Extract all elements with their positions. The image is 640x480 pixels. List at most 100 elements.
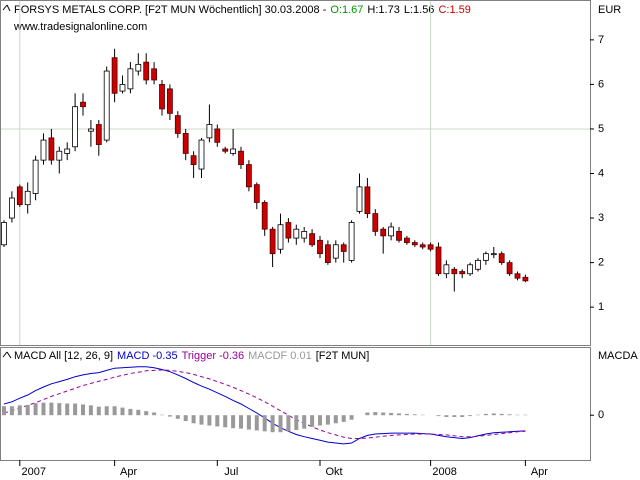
y-tick-label: 7 (598, 34, 604, 46)
candle-body (143, 61, 150, 81)
histogram-bar (33, 403, 38, 416)
candle-body (56, 150, 63, 161)
macd-panel (0, 347, 591, 461)
histogram-bar (262, 415, 267, 432)
legend-entry: MACD -0.35 (117, 350, 178, 362)
candle-body (48, 137, 55, 161)
candle-body (190, 155, 197, 165)
histogram-bar (136, 409, 141, 416)
candle-body (8, 197, 15, 219)
candle-body (151, 68, 158, 81)
candle-body (88, 128, 94, 132)
candle-body (269, 228, 276, 255)
histogram-bar (254, 415, 259, 431)
candle-body (159, 84, 165, 110)
histogram-bar (73, 403, 78, 416)
candle-body (506, 262, 513, 275)
candle-body (419, 244, 426, 248)
histogram-bar (246, 415, 251, 430)
legend-entry: MACDF 0.01 (248, 350, 312, 362)
histogram-bar (96, 406, 101, 416)
histogram-bar (57, 403, 62, 416)
candle-body (174, 115, 181, 134)
histogram-bar (144, 411, 149, 416)
candle-body (64, 148, 71, 154)
histogram-bar (239, 415, 243, 429)
candle-body (427, 244, 434, 250)
candle-body (490, 253, 497, 256)
candle-body (340, 244, 347, 252)
candle-body (245, 164, 252, 188)
candle-body (380, 228, 387, 237)
candle-body (475, 259, 481, 270)
macd-title: MACD All [12, 26, 9] (14, 350, 113, 362)
histogram-bar (499, 413, 504, 416)
histogram-bar (412, 414, 417, 416)
candle-body (451, 268, 458, 275)
histogram-bar (460, 415, 465, 417)
candle-body (293, 228, 300, 239)
x-tick-label: Apr (531, 466, 548, 478)
candle-body (72, 106, 78, 148)
subtitle: www.tradesignalonline.com (13, 21, 147, 33)
macd-line (3, 369, 526, 439)
histogram-bar (310, 415, 315, 427)
candle-body (301, 231, 308, 239)
header-high-label: H:1.73 (367, 4, 399, 16)
candle-body (135, 63, 142, 72)
header-low-label: L:1.56 (404, 4, 435, 16)
y-axis-label: MACDA (598, 350, 638, 362)
candle-body (309, 233, 316, 246)
candle-body (222, 148, 229, 152)
histogram-bar (65, 403, 70, 416)
candle-body (285, 222, 292, 239)
candle-body (356, 186, 363, 212)
y-axis-label: EUR (598, 4, 621, 16)
candle-body (95, 124, 102, 145)
candle-body (127, 68, 134, 90)
candle-body (80, 101, 86, 108)
candle-body (111, 57, 118, 94)
histogram-bar (389, 412, 394, 416)
candle-body (16, 186, 23, 206)
candle-body (182, 133, 189, 154)
histogram-bar (128, 408, 133, 416)
histogram-bar (17, 405, 22, 416)
y-tick-label: 3 (598, 212, 604, 224)
histogram-bar (223, 415, 228, 428)
histogram-bar (468, 415, 473, 417)
candle-body (198, 139, 205, 170)
y-tick-label: 4 (598, 167, 604, 179)
histogram-bar (2, 406, 6, 416)
candle-body (522, 276, 529, 282)
candle-body (24, 190, 31, 206)
candle-body (317, 239, 323, 255)
histogram-bar (278, 415, 283, 433)
histogram-bar (207, 415, 212, 426)
candle-body (332, 244, 339, 259)
y-tick-label: 0 (598, 409, 604, 421)
histogram-bar (333, 415, 338, 424)
candle-body (403, 237, 410, 243)
histogram-bar (112, 406, 117, 416)
histogram-bar (452, 415, 457, 417)
candle-body (348, 222, 355, 261)
candle-body (324, 244, 331, 263)
candle-body (261, 202, 268, 230)
legend-entry: Trigger -0.36 (182, 350, 245, 362)
header-title: FORSYS METALS CORP. [F2T MUN Wöchentlich… (14, 4, 327, 16)
candle-body (119, 84, 126, 92)
candle-body (32, 159, 39, 194)
x-tick-label: Apr (120, 466, 137, 478)
candle-body (206, 124, 213, 139)
candle-body (1, 222, 7, 246)
candle-body (411, 242, 418, 246)
macd-suffix: [F2T MUN] (316, 350, 370, 362)
candle-body (396, 231, 402, 241)
header: FORSYS METALS CORP. [F2T MUN Wöchentlich… (14, 4, 471, 16)
histogram-bar (215, 415, 220, 427)
candle-body (459, 271, 466, 275)
histogram-bar (294, 415, 299, 430)
histogram-bar (191, 415, 196, 424)
histogram-bar (49, 402, 54, 416)
